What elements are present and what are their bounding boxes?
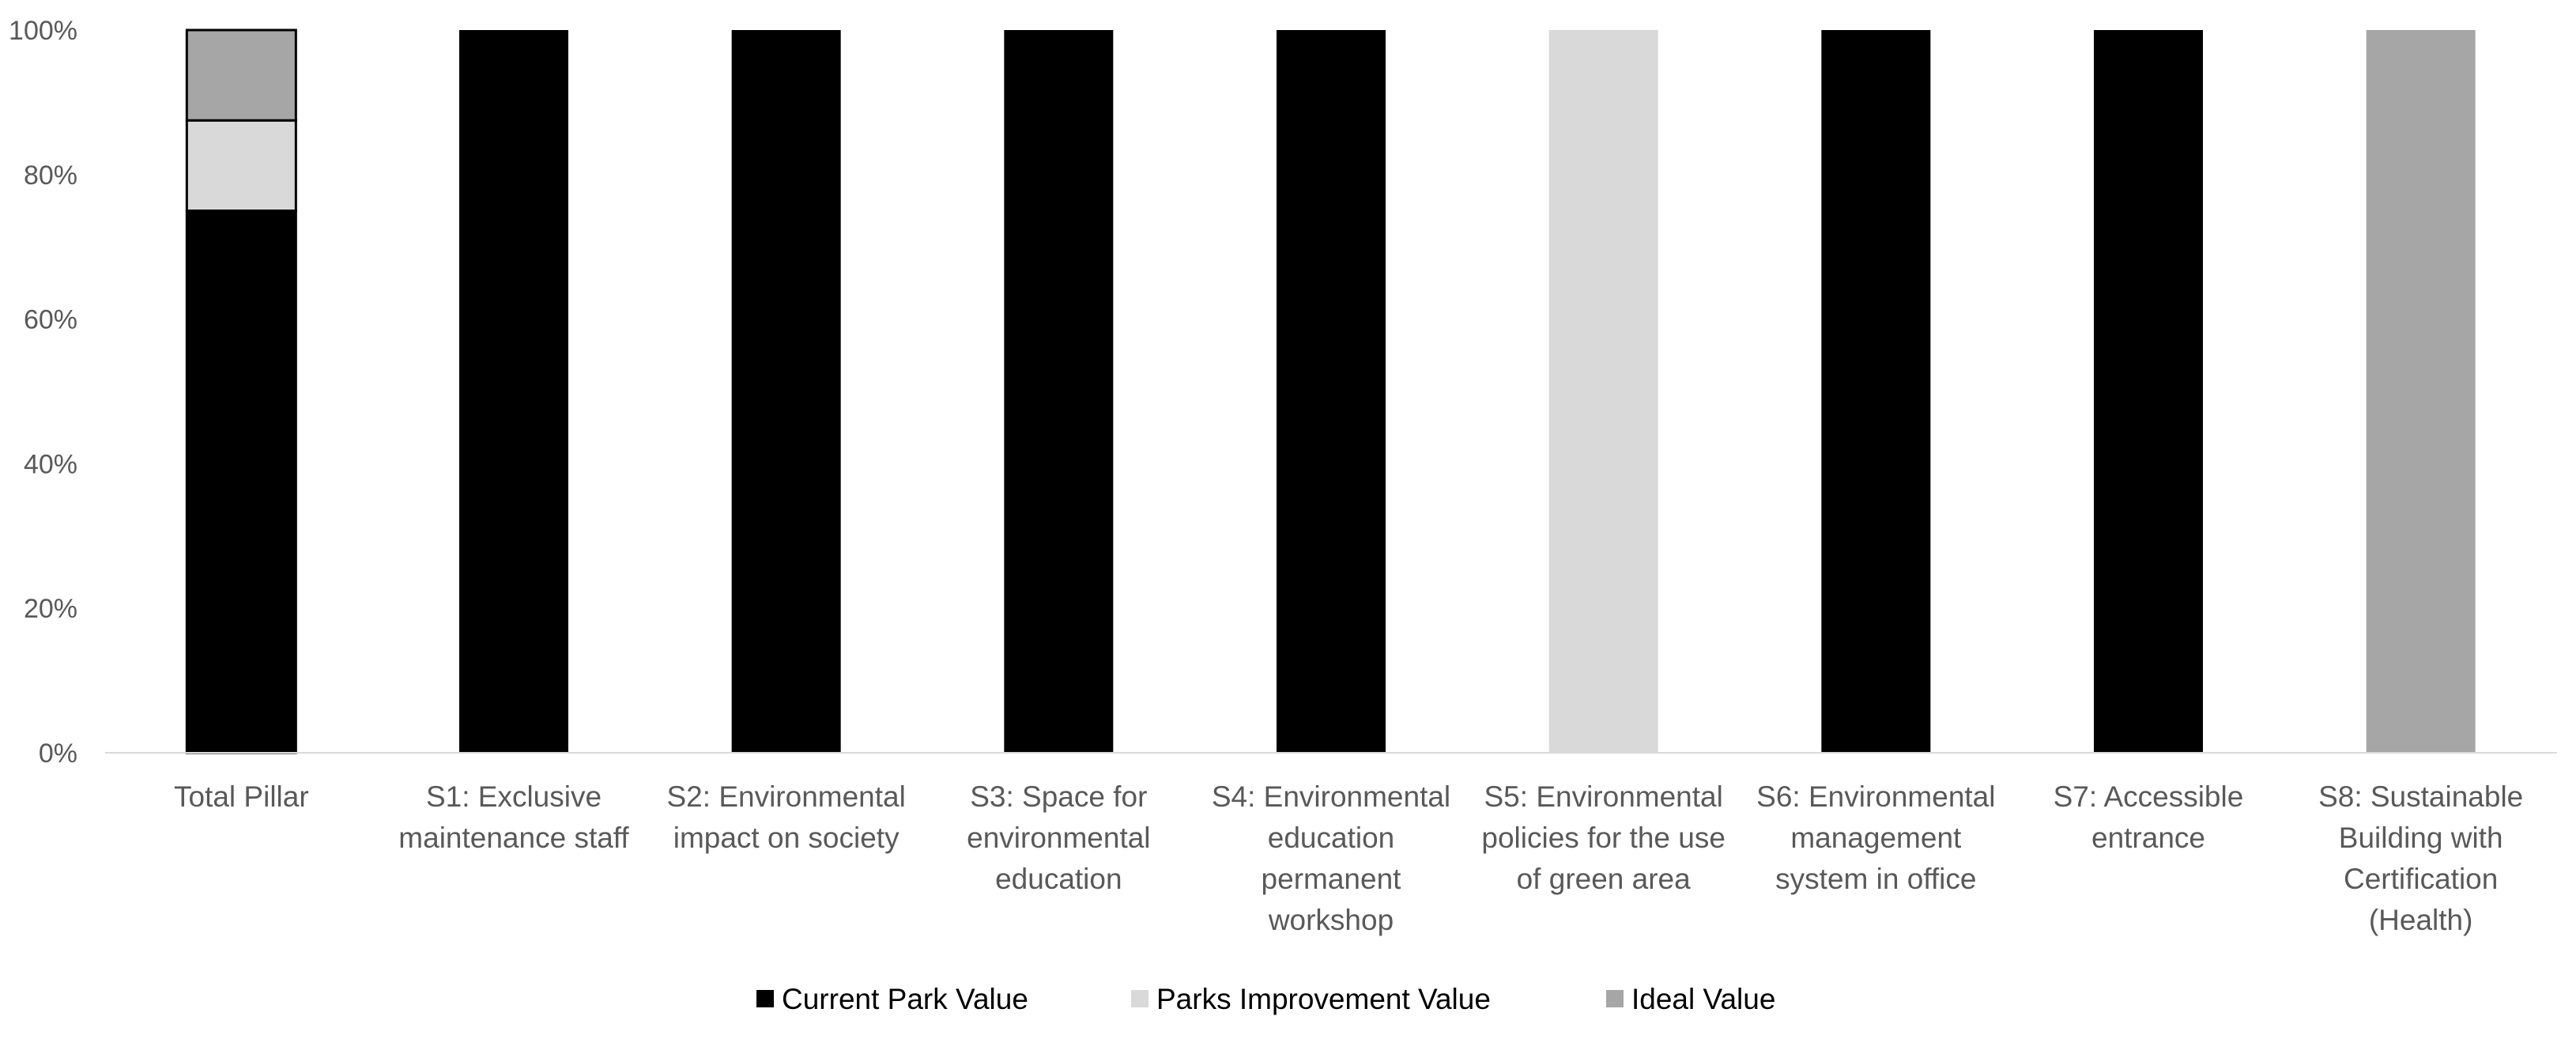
x-category-label: S8: Sustainable Building with Certificatio…: [2318, 780, 2523, 936]
y-tick-label: 80%: [24, 161, 77, 191]
y-axis: 0% 20% 40% 60% 80% 100%: [9, 16, 77, 769]
x-axis-labels: Total Pillar S1: Exclusive maintenance sta…: [174, 780, 2523, 936]
legend-label: Parks Improvement Value: [1156, 983, 1491, 1015]
x-category-label: S6: Environmental management system in off…: [1756, 780, 1995, 895]
legend-label: Ideal Value: [1631, 983, 1775, 1015]
legend-item: Ideal Value: [1606, 983, 1775, 1015]
bar-segment: [459, 30, 568, 753]
x-category-label: S4: Environmental education permanent works…: [1212, 780, 1450, 936]
legend-swatch: [756, 990, 774, 1007]
x-category-label: Total Pillar: [174, 780, 309, 813]
legend-swatch: [1606, 990, 1624, 1007]
bar-segment: [185, 119, 297, 212]
y-tick-label: 20%: [24, 594, 77, 624]
bar-segment: [1821, 30, 1931, 753]
legend-swatch: [1131, 990, 1148, 1007]
bar-group: [2094, 30, 2203, 753]
x-category-label: S5: Environmental policies for the use of …: [1481, 780, 1726, 895]
bar-group: [459, 30, 568, 753]
x-category-label: S2: Environmental impact on society: [667, 780, 906, 854]
bar-segment: [1548, 30, 1658, 753]
bar-group: [1821, 30, 1931, 753]
bar-segment: [2366, 30, 2476, 753]
x-category-label: S1: Exclusive maintenance staff: [398, 780, 629, 854]
bars: [185, 28, 2476, 754]
bar-group: [731, 30, 841, 753]
x-category-label: S7: Accessible entrance: [2054, 780, 2244, 854]
bar-group: [2366, 30, 2476, 753]
legend: Current Park Value Parks Improvement Valu…: [756, 983, 1775, 1015]
bar-segment: [2094, 30, 2203, 753]
legend-item: Parks Improvement Value: [1131, 983, 1491, 1015]
bar-group: [1277, 30, 1386, 753]
bar-segment: [731, 30, 841, 753]
bar-group: [185, 28, 297, 754]
y-tick-label: 0%: [39, 739, 77, 769]
bar-group: [1004, 30, 1114, 753]
y-tick-label: 60%: [24, 305, 77, 335]
y-tick-label: 100%: [9, 16, 77, 46]
bar-segment: [185, 210, 297, 754]
bar-segment: [1277, 30, 1386, 753]
legend-label: Current Park Value: [782, 983, 1028, 1015]
y-tick-label: 40%: [24, 449, 77, 479]
bar-segment: [185, 28, 297, 122]
bar-group: [1548, 30, 1658, 753]
legend-item: Current Park Value: [756, 983, 1028, 1015]
x-category-label: S3: Space for environmental education: [967, 780, 1150, 895]
bar-segment: [1004, 30, 1114, 753]
